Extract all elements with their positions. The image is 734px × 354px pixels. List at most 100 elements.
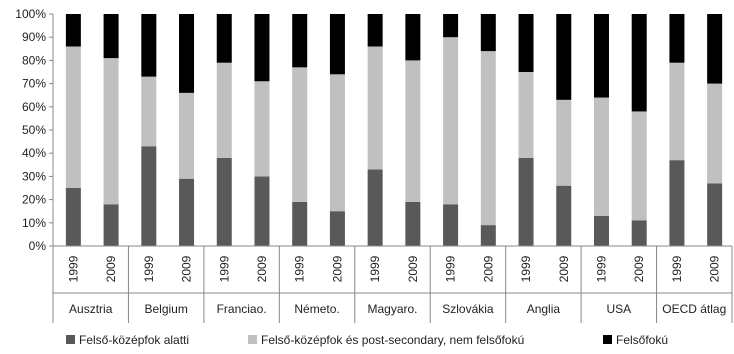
bar-segment-3-franciao--2009 [254, 14, 270, 82]
bar-segment-1-anglia-2009 [556, 185, 572, 246]
y-tick-label: 90% [22, 30, 46, 44]
bar-segment-2-szlov-kia-1999 [443, 37, 459, 205]
bar-segment-1-szlov-kia-1999 [443, 204, 459, 246]
x-tick-label-year: 1999 [670, 255, 684, 282]
bar-segment-1-szlov-kia-2009 [480, 225, 496, 246]
y-tick-label: 70% [22, 77, 46, 91]
x-tick-label-year: 2009 [481, 255, 495, 282]
x-tick-label-year: 1999 [594, 255, 608, 282]
bar-segment-3-n-meto--1999 [292, 14, 308, 68]
x-tick-label-year: 2009 [557, 255, 571, 282]
x-group-label: Szlovákia [442, 302, 494, 316]
x-group-label: Franciao. [217, 302, 267, 316]
bar-segment-1-belgium-2009 [179, 178, 195, 246]
x-tick-label-year: 2009 [330, 255, 344, 282]
x-tick-label-year: 2009 [708, 255, 722, 282]
x-tick-label-year: 2009 [104, 255, 118, 282]
bar-segment-1-ausztria-1999 [65, 188, 81, 246]
x-group-label: Ausztria [69, 302, 113, 316]
bar-segment-3-n-meto--2009 [329, 14, 345, 75]
bar-segment-2-magyaro--2009 [405, 60, 421, 202]
bar-segment-3-szlov-kia-2009 [480, 14, 496, 52]
bar-segment-2-usa-2009 [631, 111, 647, 221]
bar-segment-3-magyaro--2009 [405, 14, 421, 61]
bar-segment-3-usa-1999 [593, 14, 609, 98]
bar-segment-3-usa-2009 [631, 14, 647, 112]
legend-swatch [66, 335, 75, 344]
bar-segment-2-anglia-2009 [556, 99, 572, 186]
x-tick-label-year: 1999 [444, 255, 458, 282]
x-group-label: Magyaro. [367, 302, 417, 316]
bar-segment-2-n-meto--1999 [292, 67, 308, 202]
bar-segment-3-oecd-tlag-2009 [707, 14, 723, 84]
bar-segment-1-oecd-tlag-1999 [669, 160, 685, 246]
bar-segment-2-usa-1999 [593, 97, 609, 216]
y-tick-label: 10% [22, 216, 46, 230]
bar-segment-1-anglia-1999 [518, 157, 534, 246]
bar-segment-1-franciao--2009 [254, 176, 270, 246]
bar-segment-3-belgium-2009 [179, 14, 195, 93]
x-tick-label-year: 2009 [180, 255, 194, 282]
legend: Felső-középfok alatti Felső-középfok és p… [66, 333, 668, 347]
bar-segment-3-belgium-1999 [141, 14, 157, 77]
bar-segment-1-usa-2009 [631, 220, 647, 246]
x-tick-label-year: 1999 [217, 255, 231, 282]
bar-segment-2-magyaro--1999 [367, 46, 383, 170]
x-axis: 1999 2009 1999 2009 1999 2009 1999 2009 1999 2009… [52, 245, 733, 323]
bars [65, 14, 723, 246]
bar-segment-2-oecd-tlag-2009 [707, 83, 723, 184]
bar-segment-3-magyaro--1999 [367, 14, 383, 47]
x-group-label: Belgium [144, 302, 187, 316]
bar-segment-2-ausztria-1999 [65, 46, 81, 189]
bar-segment-3-anglia-1999 [518, 14, 534, 72]
x-group-label: OECD átlag [662, 302, 726, 316]
legend-label: Felső-középfok és post-secondary, nem fe… [261, 333, 524, 347]
y-tick-label: 40% [22, 146, 46, 160]
bar-segment-3-szlov-kia-1999 [443, 14, 459, 38]
x-group-label: USA [606, 302, 631, 316]
bar-segment-3-anglia-2009 [556, 14, 572, 100]
x-tick-label-year: 1999 [66, 255, 80, 282]
bar-segment-1-belgium-1999 [141, 146, 157, 246]
y-tick-label: 30% [22, 169, 46, 183]
legend-label: Felsőfokú [616, 333, 668, 347]
x-group-label: Anglia [527, 302, 561, 316]
x-tick-label-year: 2009 [255, 255, 269, 282]
bar-segment-1-magyaro--2009 [405, 201, 421, 246]
bar-segment-2-anglia-1999 [518, 72, 534, 158]
bar-segment-3-oecd-tlag-1999 [669, 14, 685, 63]
x-tick-label-year: 1999 [519, 255, 533, 282]
legend-label: Felső-középfok alatti [79, 333, 189, 347]
bar-segment-1-n-meto--2009 [329, 211, 345, 246]
x-group-label: Németo. [294, 302, 339, 316]
bar-segment-2-belgium-2009 [179, 92, 195, 179]
y-tick-label: 20% [22, 193, 46, 207]
bar-segment-2-szlov-kia-2009 [480, 51, 496, 226]
x-tick-label-year: 2009 [406, 255, 420, 282]
x-tick-label-year: 2009 [632, 255, 646, 282]
legend-swatch [248, 335, 257, 344]
y-tick-label: 80% [22, 53, 46, 67]
bar-segment-2-oecd-tlag-1999 [669, 62, 685, 161]
bar-segment-1-n-meto--1999 [292, 201, 308, 246]
bar-segment-3-ausztria-1999 [65, 14, 81, 47]
x-tick-label-year: 1999 [368, 255, 382, 282]
bar-segment-1-franciao--1999 [216, 157, 232, 246]
bar-segment-1-magyaro--1999 [367, 169, 383, 246]
bar-segment-3-franciao--1999 [216, 14, 232, 63]
legend-swatch [603, 335, 612, 344]
y-tick-label: 0% [29, 239, 47, 253]
bar-segment-2-franciao--2009 [254, 81, 270, 177]
y-tick-label: 60% [22, 100, 46, 114]
bar-segment-2-belgium-1999 [141, 76, 157, 147]
y-axis: 0% 10% 20% 30% 40% 50% 60% 70% 80% 90% 100% [15, 7, 54, 253]
bar-segment-2-ausztria-2009 [103, 58, 119, 205]
x-tick-label-year: 1999 [142, 255, 156, 282]
bar-segment-1-ausztria-2009 [103, 204, 119, 246]
bar-segment-3-ausztria-2009 [103, 14, 119, 59]
y-tick-label: 50% [22, 123, 46, 137]
bar-segment-1-usa-1999 [593, 215, 609, 246]
x-tick-label-year: 1999 [293, 255, 307, 282]
bar-segment-1-oecd-tlag-2009 [707, 183, 723, 246]
bar-segment-2-n-meto--2009 [329, 74, 345, 212]
